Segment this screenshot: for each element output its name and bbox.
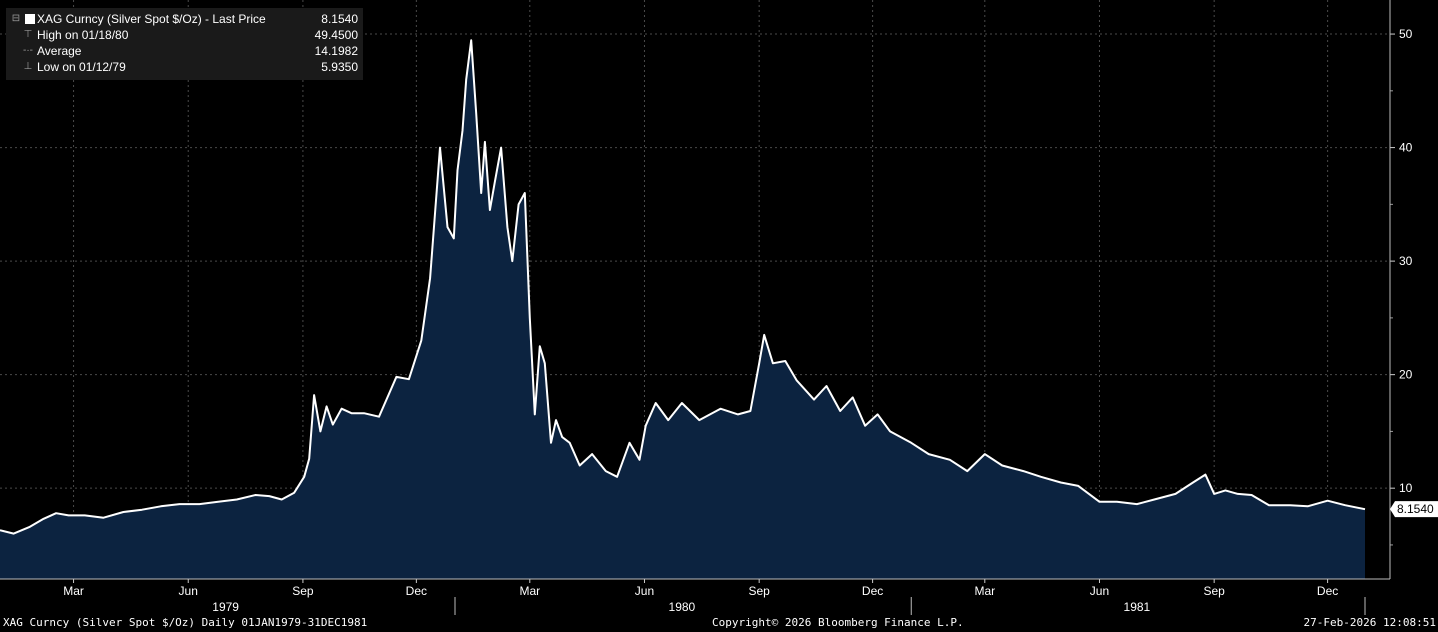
- legend-high-value: 49.4500: [314, 28, 358, 42]
- x-tick-label: Dec: [406, 584, 427, 598]
- legend-high-label: High on 01/18/80: [37, 28, 129, 42]
- legend-panel: ⊟ XAG Curncy (Silver Spot $/Oz) - Last P…: [6, 8, 363, 80]
- price-line: [0, 39, 1366, 535]
- legend-series-label: XAG Curncy (Silver Spot $/Oz) - Last Pri…: [37, 12, 266, 26]
- high-marker-icon: ⊤: [23, 29, 33, 40]
- series-color-swatch: [25, 14, 35, 24]
- x-tick-label: Jun: [179, 584, 198, 598]
- x-year-label: 1979: [212, 600, 239, 614]
- last-price-box: [1390, 501, 1438, 518]
- x-year-label: 1980: [669, 600, 696, 614]
- legend-low-row: ⊥ Low on 01/12/79 5.9350: [6, 59, 363, 75]
- y-tick-label: 30: [1399, 254, 1413, 268]
- average-marker-icon: -·-: [23, 45, 33, 56]
- last-price-marker: 8.1540: [1390, 501, 1438, 518]
- legend-low-value: 5.9350: [321, 60, 358, 74]
- x-tick-label: Mar: [974, 584, 995, 598]
- y-tick-label: 40: [1399, 141, 1413, 155]
- x-tick-label: Jun: [635, 584, 654, 598]
- footer-copyright: Copyright© 2026 Bloomberg Finance L.P.: [712, 616, 964, 629]
- footer-timestamp: 27-Feb-2026 12:08:51: [1303, 616, 1436, 629]
- x-tick-label: Mar: [63, 584, 84, 598]
- x-tick-label: Mar: [519, 584, 540, 598]
- legend-series-row[interactable]: ⊟ XAG Curncy (Silver Spot $/Oz) - Last P…: [6, 11, 363, 27]
- x-tick-label: Dec: [1317, 584, 1338, 598]
- x-tick-label: Sep: [1203, 584, 1225, 598]
- x-tick-label: Sep: [748, 584, 770, 598]
- footer-series-info: XAG Curncy (Silver Spot $/Oz) Daily 01JA…: [3, 616, 368, 629]
- y-axis: 10 20 30 40 50: [1389, 0, 1413, 579]
- legend-series-value: 8.1540: [321, 12, 358, 26]
- x-tick-label: Dec: [862, 584, 883, 598]
- y-tick-label: 50: [1399, 27, 1413, 41]
- x-tick-label: Sep: [292, 584, 314, 598]
- low-marker-icon: ⊥: [23, 61, 33, 72]
- price-area-fill: [0, 40, 1365, 580]
- collapse-icon[interactable]: ⊟: [11, 13, 21, 24]
- y-tick-label: 10: [1399, 481, 1413, 495]
- x-tick-label: Jun: [1090, 584, 1109, 598]
- legend-average-value: 14.1982: [314, 44, 358, 58]
- legend-low-label: Low on 01/12/79: [37, 60, 126, 74]
- x-year-label: 1981: [1124, 600, 1151, 614]
- legend-average-row: -·- Average 14.1982: [6, 43, 363, 59]
- legend-average-label: Average: [37, 44, 82, 58]
- x-axis: Mar Jun Sep Dec Mar Jun Sep Dec Mar Jun Sep Dec 1979…: [0, 578, 1390, 615]
- last-price-label: 8.1540: [1397, 502, 1434, 516]
- legend-high-row: ⊤ High on 01/18/80 49.4500: [6, 27, 363, 43]
- y-tick-label: 20: [1399, 368, 1413, 382]
